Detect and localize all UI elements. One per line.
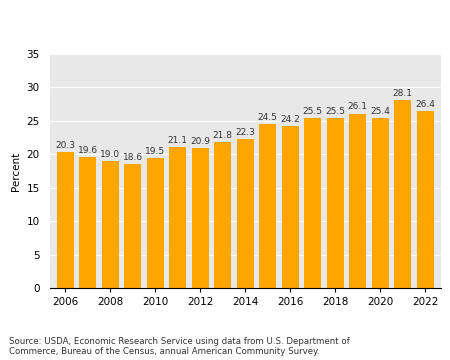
Bar — [124, 164, 141, 288]
Text: 21.8: 21.8 — [213, 131, 233, 140]
Bar — [259, 124, 276, 288]
Bar — [304, 117, 321, 288]
Bar — [237, 139, 254, 288]
Y-axis label: Percent: Percent — [11, 151, 21, 191]
Text: Share of U.S. farm laborers/graders/sorters who are women, 2006–22: Share of U.S. farm laborers/graders/sort… — [9, 17, 450, 30]
Bar — [169, 147, 186, 288]
Bar — [327, 117, 344, 288]
Text: 22.3: 22.3 — [235, 128, 255, 137]
Text: 19.0: 19.0 — [100, 150, 120, 159]
Text: 20.9: 20.9 — [190, 137, 210, 146]
Bar — [372, 118, 389, 288]
Text: 20.3: 20.3 — [55, 141, 75, 150]
Bar — [417, 112, 434, 288]
Bar — [57, 152, 74, 288]
Bar — [147, 158, 164, 288]
Bar — [282, 126, 299, 288]
Text: 25.5: 25.5 — [325, 107, 345, 116]
Text: 19.6: 19.6 — [78, 146, 98, 155]
Text: 25.4: 25.4 — [370, 107, 390, 116]
Text: 26.4: 26.4 — [415, 100, 435, 109]
Text: 26.1: 26.1 — [348, 103, 368, 112]
Text: Source: USDA, Economic Research Service using data from U.S. Department of
Comme: Source: USDA, Economic Research Service … — [9, 337, 350, 356]
Bar — [192, 148, 209, 288]
Bar — [349, 113, 366, 288]
Bar — [394, 100, 411, 288]
Bar — [102, 161, 119, 288]
Text: 24.5: 24.5 — [258, 113, 278, 122]
Bar — [79, 157, 96, 288]
Text: 18.6: 18.6 — [123, 153, 143, 162]
Text: 19.5: 19.5 — [145, 147, 165, 156]
Text: 25.5: 25.5 — [303, 107, 323, 116]
Text: 24.2: 24.2 — [280, 115, 300, 124]
Text: 21.1: 21.1 — [168, 136, 188, 145]
Bar — [214, 142, 231, 288]
Text: 28.1: 28.1 — [393, 89, 413, 98]
